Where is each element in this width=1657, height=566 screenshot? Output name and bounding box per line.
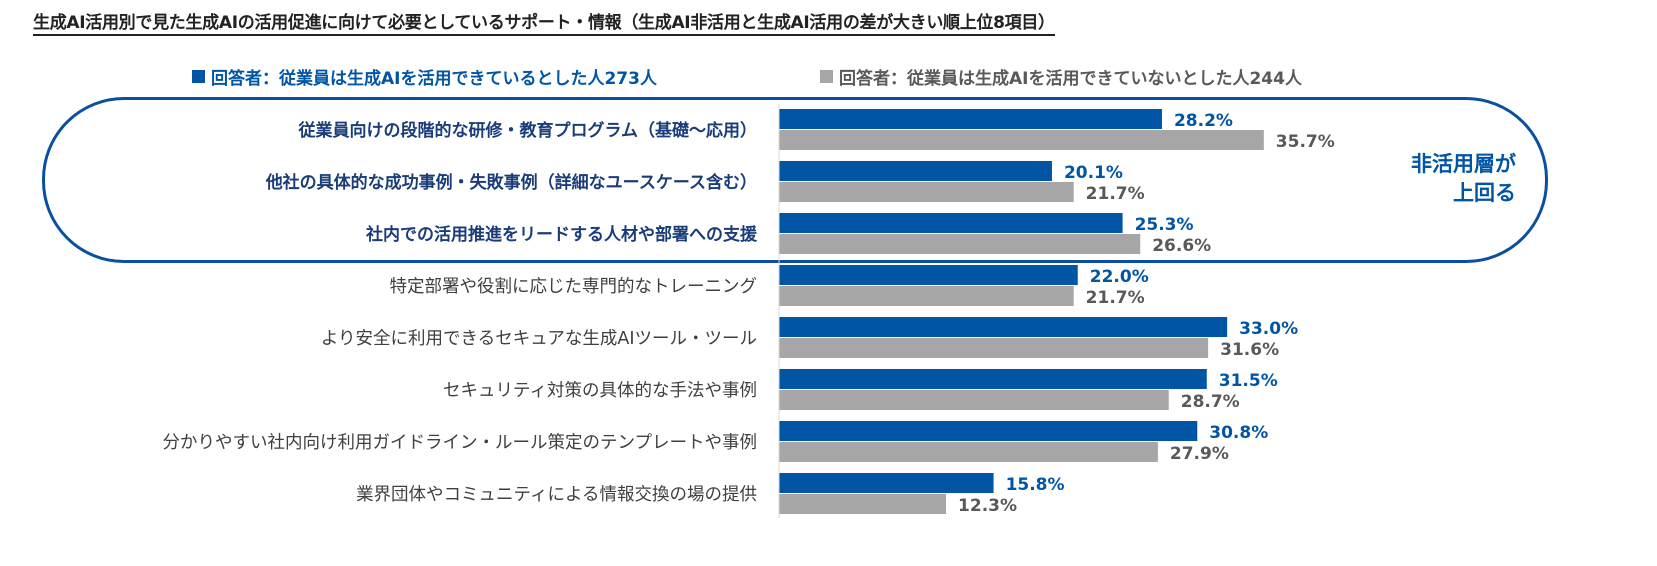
data-label: 22.0% [1090, 267, 1149, 287]
bar-not-using [779, 130, 1264, 150]
data-label: 20.1% [1064, 163, 1123, 183]
category-label: 特定部署や役割に応じた専門的なトレーニング [390, 277, 758, 297]
bar-not-using [779, 442, 1158, 462]
data-label: 26.6% [1152, 236, 1211, 256]
bar-using [779, 421, 1198, 441]
legend-item-using: 回答者：従業員は生成AIを活用できているとした人273人 [192, 64, 657, 89]
bar-not-using [779, 234, 1141, 254]
data-label: 25.3% [1135, 215, 1194, 235]
legend-swatch-blue [192, 70, 205, 83]
bar-using [779, 265, 1078, 285]
data-label: 33.0% [1239, 319, 1298, 339]
legend-label: 回答者：従業員は生成AIを活用できているとした人273人 [211, 69, 657, 89]
annotation: 非活用層が上回る [1370, 150, 1516, 208]
data-label: 35.7% [1276, 132, 1335, 152]
bar-using [779, 369, 1207, 389]
annotation-line: 上回る [1453, 181, 1516, 205]
category-label: 他社の具体的な成功事例・失敗事例（詳細なユースケース含む） [265, 172, 757, 193]
category-label: 業界団体やコミュニティによる情報交換の場の提供 [356, 485, 757, 505]
bar-not-using [779, 286, 1074, 306]
bar-not-using [779, 182, 1074, 202]
highlight-outline [42, 97, 1548, 263]
data-label: 15.8% [1006, 475, 1065, 495]
data-label: 30.8% [1209, 423, 1268, 443]
category-label: より安全に利用できるセキュアな生成AIツール・ツール [321, 329, 757, 349]
data-label: 27.9% [1170, 444, 1229, 464]
data-label: 28.7% [1181, 392, 1240, 412]
data-label: 31.6% [1220, 340, 1279, 360]
data-label: 21.7% [1086, 184, 1145, 204]
category-label: 分かりやすい社内向け利用ガイドライン・ルール策定のテンプレートや事例 [163, 433, 757, 453]
annotation-line: 非活用層が [1411, 152, 1516, 176]
legend-swatch-gray [820, 70, 833, 83]
bar-using [779, 213, 1123, 233]
bar-using [779, 161, 1052, 181]
legend-label: 回答者：従業員は生成AIを活用できていないとした人244人 [839, 69, 1302, 89]
data-label: 28.2% [1174, 111, 1233, 131]
chart-title: 生成AI活用別で見た生成AIの活用促進に向けて必要としているサポート・情報（生成… [33, 8, 1055, 36]
bar-not-using [779, 390, 1169, 410]
legend-item-not-using: 回答者：従業員は生成AIを活用できていないとした人244人 [820, 64, 1302, 89]
category-label: 従業員向けの段階的な研修・教育プログラム（基礎〜応用） [298, 120, 758, 141]
bar-not-using [779, 338, 1209, 358]
bar-not-using [779, 494, 947, 514]
bar-using [779, 473, 994, 493]
data-label: 21.7% [1086, 288, 1145, 308]
data-label: 31.5% [1219, 371, 1278, 391]
data-label: 12.3% [958, 496, 1017, 516]
category-label: 社内での活用推進をリードする人材や部署への支援 [365, 224, 758, 245]
category-label: セキュリティ対策の具体的な手法や事例 [443, 381, 757, 401]
bar-using [779, 317, 1228, 337]
bar-using [779, 109, 1162, 129]
